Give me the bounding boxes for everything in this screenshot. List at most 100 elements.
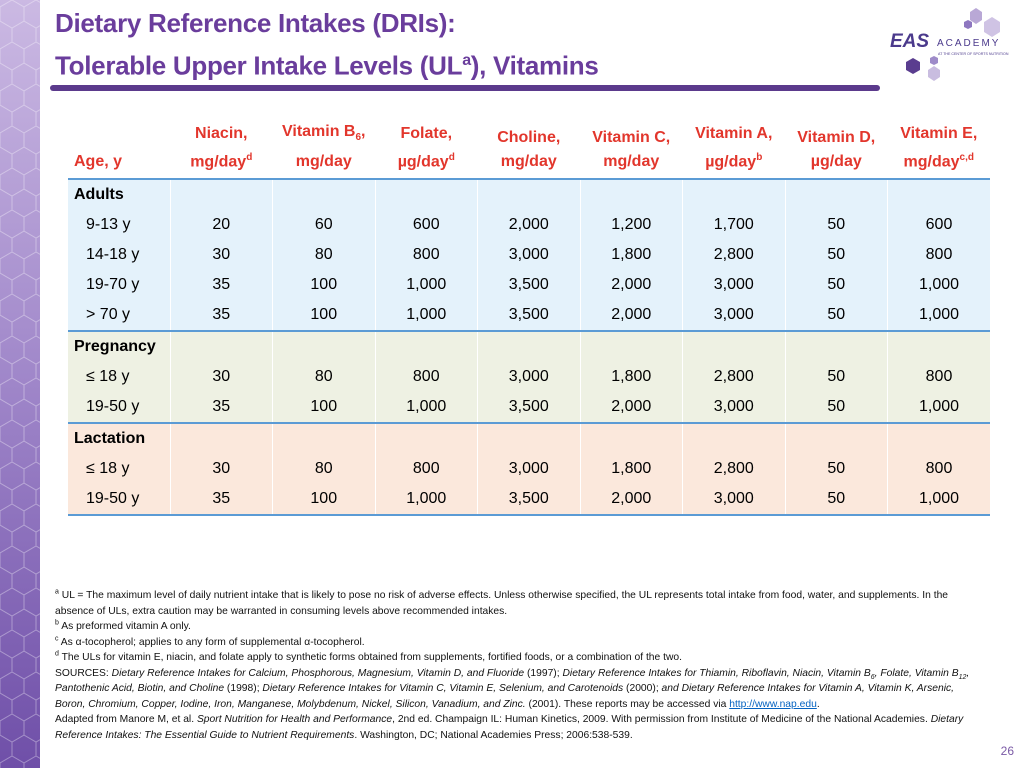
- text: ), Vitamins: [470, 50, 599, 81]
- empty-cell: [272, 331, 375, 363]
- group-row: Lactation: [68, 423, 990, 455]
- italic: Dietary Reference Intakes for Calcium, P…: [111, 667, 525, 679]
- group-row: Adults: [68, 179, 990, 211]
- text: µg/day: [705, 153, 757, 171]
- value-cell: 1,000: [374, 300, 478, 333]
- value-cell: 1,000: [887, 484, 990, 517]
- logo-brand: EAS: [890, 31, 929, 52]
- text: mg/day: [500, 153, 557, 171]
- value-cell: 1,200: [579, 210, 683, 241]
- superscript: c,d: [959, 151, 974, 163]
- text: (1998);: [224, 683, 263, 694]
- value-cell: 3,000: [682, 484, 785, 517]
- value-cell: 50: [784, 392, 888, 425]
- value-cell: 3,500: [477, 484, 580, 517]
- text: The ULs for vitamin E, niacin, and folat…: [58, 652, 682, 663]
- header-line: mg/dayd: [170, 146, 273, 174]
- header-line: mg/day: [478, 150, 581, 174]
- superscript: b: [756, 151, 763, 163]
- empty-cell: [887, 423, 990, 455]
- header-line: Niacin,: [170, 122, 273, 146]
- empty-cell: [374, 423, 478, 455]
- title-rule: [50, 85, 880, 91]
- empty-cell: [272, 179, 375, 211]
- text: µg/day: [810, 153, 862, 171]
- data-row: 19-50 y 35 100 1,000 3,500 2,000 3,000 50 1,000: [68, 484, 990, 517]
- empty-cell: [477, 331, 580, 363]
- empty-cell: [169, 331, 273, 363]
- age-cell: > 70 y: [68, 300, 170, 333]
- data-row: 14-18 y 30 80 800 3,000 1,800 2,800 50 800: [68, 240, 990, 271]
- age-cell: 9-13 y: [86, 216, 131, 234]
- text: , 2nd ed. Champaign IL: Human Kinetics, …: [392, 714, 931, 725]
- link[interactable]: http://www.nap.edu: [729, 698, 817, 710]
- footnote: d The ULs for vitamin E, niacin, and fol…: [55, 650, 980, 666]
- text: Tolerable Upper Intake Levels (UL: [55, 50, 463, 81]
- empty-cell: [784, 179, 888, 211]
- header-cell: Niacin, mg/dayd: [170, 120, 273, 181]
- header-line: mg/day: [580, 150, 683, 174]
- italic: Dietary Reference Intakes: The Essential…: [55, 714, 964, 741]
- italic: 6: [871, 668, 875, 681]
- logo-hex: [906, 58, 920, 74]
- value-cell: 2,000: [579, 392, 683, 425]
- value-cell: 2,000: [579, 484, 683, 517]
- value-cell: 30: [169, 362, 273, 393]
- value-cell: 3,000: [682, 392, 785, 425]
- text: . Washington, DC; National Academies Pre…: [354, 729, 633, 741]
- superscript: b: [55, 619, 59, 627]
- superscript: a: [55, 588, 59, 596]
- text: (1997);: [524, 667, 563, 679]
- data-row: 9-13 y 20 60 600 2,000 1,200 1,700 50 600: [68, 210, 990, 241]
- text: SOURCES:: [55, 667, 112, 679]
- value-cell: 3,500: [477, 392, 580, 425]
- text: (2001). These reports may be accessed vi…: [525, 698, 730, 710]
- text: Vitamin D,: [797, 129, 876, 147]
- text: Vitamin E,: [900, 124, 978, 142]
- empty-cell: [477, 423, 580, 455]
- value-cell: 2,800: [682, 240, 785, 271]
- value-cell: 800: [887, 240, 990, 271]
- header-line: µg/dayd: [375, 146, 478, 174]
- header-cell: Folate, µg/dayd: [375, 120, 478, 181]
- text: mg/day: [903, 153, 960, 171]
- value-cell: 50: [784, 210, 888, 241]
- value-cell: 100: [272, 484, 375, 517]
- value-cell: 50: [784, 270, 888, 301]
- header-cell: Choline, mg/day: [477, 120, 581, 181]
- title-line: Dietary Reference Intakes (DRIs):: [55, 8, 456, 38]
- table-head: Age, y Niacin, mg/dayd Vitamin B6, mg/day Fol…: [68, 120, 990, 181]
- value-cell: 1,800: [579, 362, 683, 393]
- value-cell: 2,800: [682, 454, 785, 485]
- value-cell: 3,000: [682, 270, 785, 301]
- value-cell: 1,800: [579, 240, 683, 271]
- logo-hex: [964, 20, 972, 29]
- header-line: mg/day: [273, 150, 376, 174]
- italic: Sport Nutrition for Health and Performan…: [196, 714, 393, 725]
- data-row: ≤ 18 y 30 80 800 3,000 1,800 2,800 50 800: [68, 362, 990, 393]
- empty-cell: [682, 331, 785, 363]
- header-line: µg/dayb: [683, 146, 786, 174]
- logo-hex: [984, 17, 1000, 37]
- empty-cell: [579, 331, 683, 363]
- value-cell: 50: [784, 300, 888, 333]
- table-body: Adults 9-13 y 20 60 600 2,000 1,200 1,700 50 600 1…: [68, 179, 990, 517]
- page-number: 26: [1000, 744, 1014, 758]
- data-row: > 70 y 35 100 1,000 3,500 2,000 3,000 50 1,000: [68, 300, 990, 333]
- header-line: Vitamin C,: [580, 126, 683, 150]
- value-cell: 800: [374, 240, 478, 271]
- footnote: SOURCES: Dietary Reference Intakes for C…: [55, 666, 980, 713]
- text: As preformed vitamin A only.: [58, 621, 191, 632]
- footnote: c As α-tocopherol; applies to any form o…: [55, 635, 980, 651]
- value-cell: 35: [169, 270, 273, 301]
- logo-hex: [930, 56, 938, 65]
- text: Vitamin B: [281, 123, 356, 140]
- header-line: Vitamin B6,: [273, 120, 376, 150]
- logo-hex: [970, 8, 982, 24]
- italic: and Dietary Reference Intakes for Vitami…: [55, 683, 954, 710]
- header-line: Vitamin D,: [785, 126, 888, 150]
- empty-cell: [169, 423, 273, 455]
- ul-table: Age, y Niacin, mg/dayd Vitamin B6, mg/day Fol…: [68, 120, 990, 517]
- value-cell: 50: [784, 454, 888, 485]
- value-cell: 3,500: [477, 300, 580, 333]
